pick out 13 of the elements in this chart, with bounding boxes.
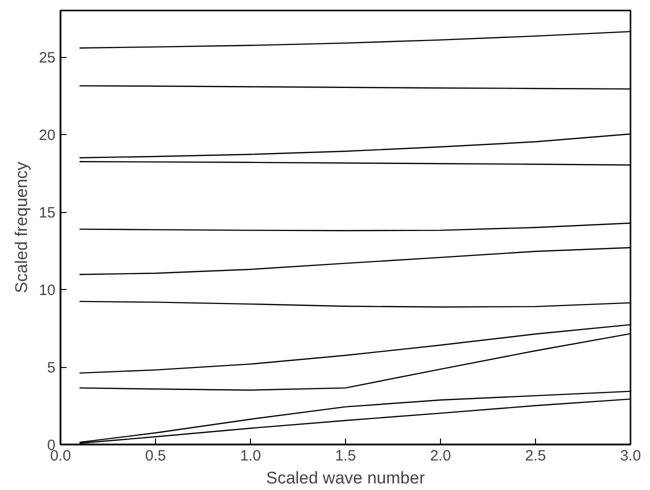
x-axis-title: Scaled wave number — [266, 468, 426, 488]
y-tick-label: 5 — [47, 360, 56, 376]
x-tick-label: 2.0 — [430, 448, 451, 464]
y-tick-label: 10 — [38, 282, 56, 299]
x-tick-label: 3.0 — [620, 448, 641, 464]
x-tick-label: 1.0 — [240, 448, 261, 464]
x-tick-label: 1.5 — [335, 448, 356, 464]
x-tick-label: 0.5 — [145, 448, 166, 464]
x-tick-label: 2.5 — [525, 448, 546, 464]
y-tick-label: 25 — [38, 50, 56, 66]
y-axis-title: Scaled frequency — [12, 161, 31, 294]
y-tick-label: 15 — [38, 204, 56, 222]
y-tick-label: 20 — [38, 127, 56, 144]
